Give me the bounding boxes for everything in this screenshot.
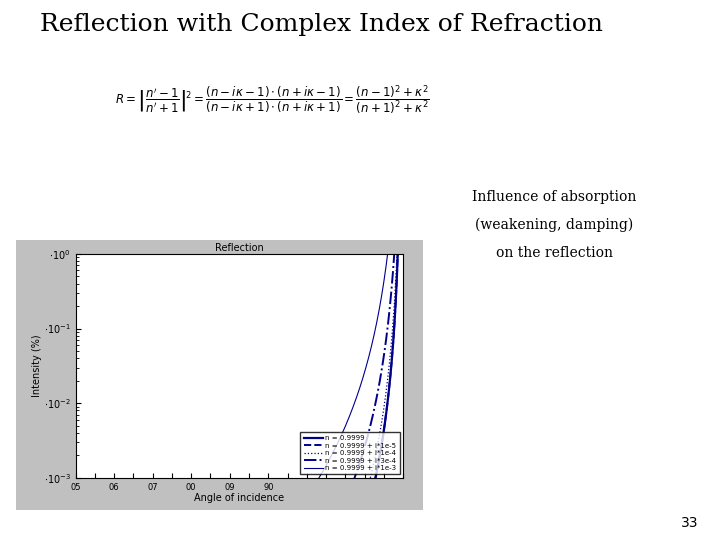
Text: Influence of absorption: Influence of absorption: [472, 190, 636, 204]
Text: Reflection with Complex Index of Refraction: Reflection with Complex Index of Refract…: [40, 14, 603, 37]
Legend: n = 0.9999, n = 0.9999 + i*1e-5, n = 0.9999 + i*1e-4, n = 0.9999 + i*3e-4, n = 0: n = 0.9999, n = 0.9999 + i*1e-5, n = 0.9…: [300, 432, 400, 475]
Y-axis label: Intensity (%): Intensity (%): [32, 335, 42, 397]
Text: (weakening, damping): (weakening, damping): [475, 218, 634, 232]
X-axis label: Angle of incidence: Angle of incidence: [194, 493, 284, 503]
Text: on the reflection: on the reflection: [496, 246, 613, 260]
Text: $R = \left|\dfrac{n^{\prime}-1}{n^{\prime}+1}\right|^{\!2} = \dfrac{(n-i\kappa-1: $R = \left|\dfrac{n^{\prime}-1}{n^{\prim…: [115, 84, 430, 117]
Text: 33: 33: [681, 516, 698, 530]
Title: Reflection: Reflection: [215, 243, 264, 253]
